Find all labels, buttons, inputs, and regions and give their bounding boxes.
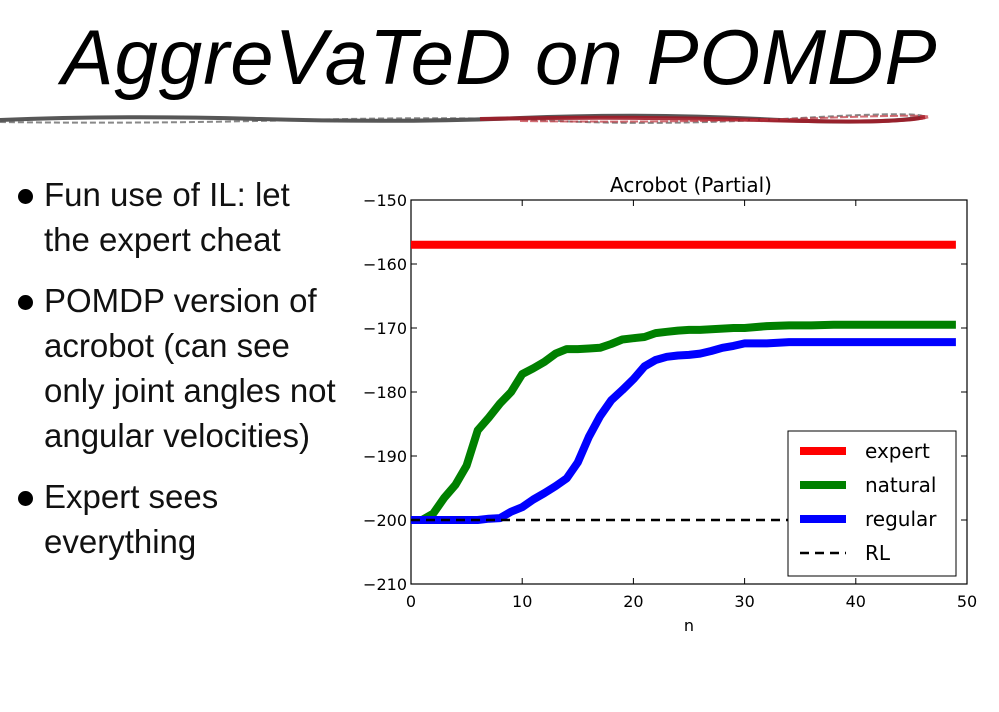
x-tick-label: 10 <box>512 592 532 611</box>
legend-label: expert <box>865 439 930 463</box>
x-tick-label: 30 <box>734 592 754 611</box>
slide-title: AggreVaTeD on POMDP <box>61 13 938 101</box>
bullet-dot <box>18 491 33 506</box>
x-tick-label: 50 <box>957 592 977 611</box>
y-tick-label: −170 <box>363 319 407 338</box>
bullet-text: POMDP version of acrobot (can see only j… <box>44 282 336 454</box>
legend-label: RL <box>865 541 891 565</box>
bullet-text: Expert sees everything <box>44 478 219 560</box>
y-tick-label: −180 <box>363 383 407 402</box>
x-axis-label: n <box>684 616 694 635</box>
y-tick-label: −150 <box>363 191 407 210</box>
bullet-item: POMDP version of acrobot (can see only j… <box>18 278 338 458</box>
legend-label: natural <box>865 473 936 497</box>
bullet-item: Expert sees everything <box>18 474 338 564</box>
bullet-list: Fun use of IL: let the expert cheat POMD… <box>18 172 338 580</box>
legend-label: regular <box>865 507 937 531</box>
y-tick-label: −200 <box>363 511 407 530</box>
series-line-natural <box>411 320 956 524</box>
axis-layer: 0 10 20 30 40 50 −150 −160 −170 −180 −190 −200 −210 <box>363 191 977 611</box>
y-tick-label: −210 <box>363 575 407 594</box>
chart-legend: expert natural regular RL <box>787 430 957 577</box>
title-divider-stroke <box>0 113 930 124</box>
y-tick-label: −190 <box>363 447 407 466</box>
bullet-dot <box>18 189 33 204</box>
chart-title: Acrobot (Partial) <box>610 173 772 197</box>
bullet-dot <box>18 295 33 310</box>
y-tick-label: −160 <box>363 255 407 274</box>
x-tick-label: 20 <box>623 592 643 611</box>
x-tick-label: 40 <box>846 592 866 611</box>
x-tick-label: 0 <box>406 592 416 611</box>
bullet-text: Fun use of IL: let the expert cheat <box>44 176 290 258</box>
series-line-regular <box>411 338 956 524</box>
bullet-item: Fun use of IL: let the expert cheat <box>18 172 338 262</box>
